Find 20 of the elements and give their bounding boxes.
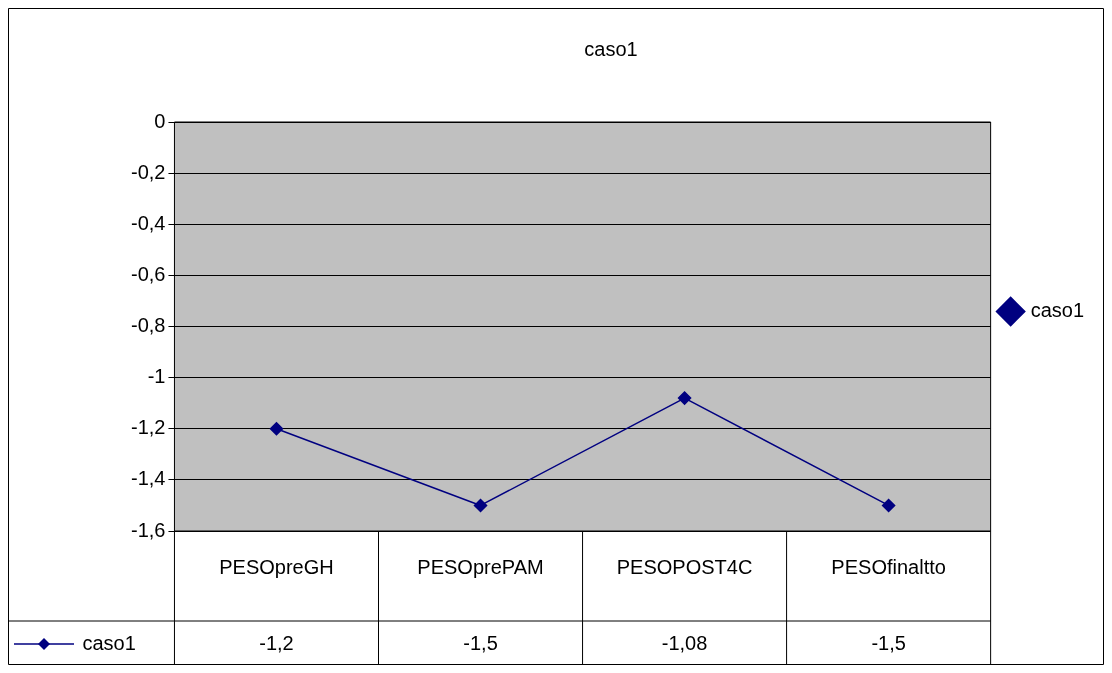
legend-label: caso1	[1030, 299, 1085, 322]
text: caso1	[82, 631, 136, 654]
y-tick-label: -0,6	[130, 262, 166, 285]
data-label: -1,5	[871, 631, 906, 654]
y-tick-label: -0,2	[130, 160, 166, 183]
x-tick-label: PESOfinaltto	[831, 555, 946, 578]
data-label: -1,2	[259, 631, 294, 654]
x-tick-label: PESOprePAM	[417, 555, 544, 578]
y-tick-label: -1	[147, 365, 166, 388]
data-label: -1,5	[463, 631, 498, 654]
x-tick-label: PESOPOST4C	[616, 555, 753, 578]
y-tick-label: -1,6	[130, 518, 166, 541]
y-tick-label: -0,4	[130, 211, 166, 234]
data-label: -1,08	[661, 631, 708, 654]
chart-title: caso1	[584, 37, 638, 60]
y-tick-label: 0	[154, 109, 166, 132]
y-tick-label: -1,4	[130, 467, 166, 490]
y-tick-label: -0,8	[130, 314, 166, 337]
y-tick-label: -1,2	[130, 416, 166, 439]
x-tick-label: PESOpreGH	[219, 555, 334, 578]
